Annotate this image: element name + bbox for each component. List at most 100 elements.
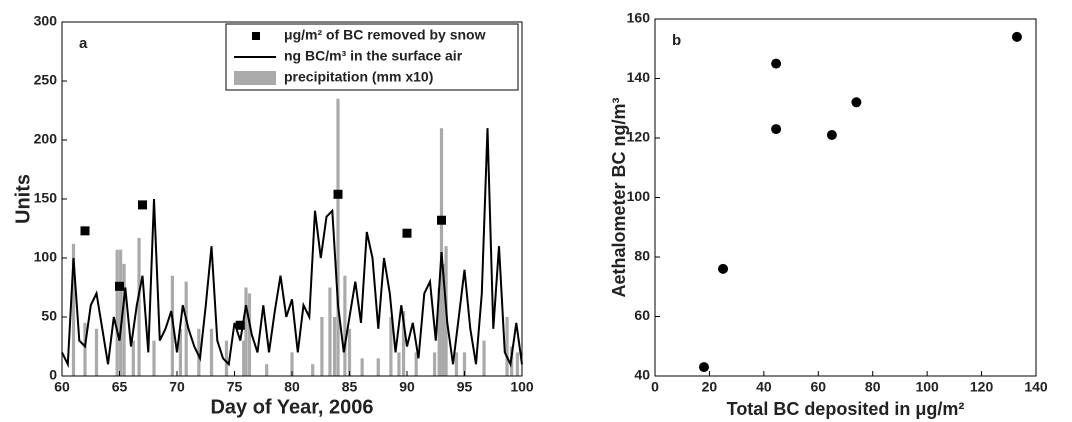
- precip-bar: [131, 340, 135, 376]
- y-axis-label: Aethalometer BC ng/m³: [609, 97, 629, 297]
- x-tick-label: 100: [915, 379, 939, 395]
- snow-marker: [115, 281, 124, 291]
- y-axis-label: Units: [12, 174, 34, 224]
- bc-line: [61, 128, 523, 369]
- precip-bar: [376, 358, 380, 376]
- y-tick-label: 0: [49, 367, 57, 383]
- precip-bar: [224, 340, 229, 376]
- x-tick-label: 95: [457, 379, 473, 395]
- precip-bar: [389, 317, 393, 376]
- y-tick-label: 160: [627, 10, 651, 26]
- point: [698, 362, 709, 373]
- precip-bar: [197, 328, 201, 376]
- legend-label: μg/m² of BC removed by snow: [284, 27, 486, 43]
- legend-swatch: [234, 71, 276, 85]
- point: [771, 58, 782, 69]
- precip-bar: [328, 287, 332, 376]
- precip-bar: [71, 243, 76, 376]
- precip-bar: [397, 352, 401, 376]
- precip-bar: [442, 263, 446, 376]
- precip-bar: [94, 328, 99, 376]
- point: [718, 263, 729, 274]
- precip-bar: [83, 322, 87, 376]
- precip-bar: [482, 340, 486, 376]
- y-tick-label: 80: [634, 248, 650, 264]
- precip-bar: [265, 364, 269, 376]
- precip-bar: [152, 340, 156, 376]
- x-tick-label: 80: [865, 379, 881, 395]
- precip-bar: [414, 352, 418, 376]
- precip-bar: [209, 328, 214, 376]
- precip-bar: [320, 317, 324, 376]
- precip-bar: [119, 249, 123, 376]
- x-tick-label: 120: [970, 379, 994, 395]
- snow-marker: [138, 200, 147, 210]
- panel-label: a: [79, 35, 88, 52]
- precip-bar: [343, 275, 347, 376]
- precip-bar: [290, 352, 294, 376]
- snow-marker: [333, 189, 343, 199]
- snow-marker: [80, 226, 90, 236]
- y-tick-label: 140: [627, 69, 651, 85]
- y-tick-label: 100: [627, 188, 651, 204]
- point: [771, 124, 782, 135]
- snow-marker: [402, 228, 412, 238]
- y-tick-label: 100: [34, 249, 58, 265]
- x-axis-label: Total BC deposited in μg/m²: [727, 399, 965, 419]
- precip-bar: [515, 352, 519, 376]
- precip-bar: [184, 281, 188, 376]
- precip-bar: [462, 352, 467, 376]
- x-tick-label: 0: [651, 379, 659, 395]
- legend-label: ng BC/m³ in the surface air: [284, 48, 463, 64]
- precip-bar: [122, 263, 126, 376]
- y-tick-label: 50: [41, 308, 57, 324]
- precip-bar: [244, 287, 248, 376]
- snow-marker: [437, 215, 446, 225]
- x-tick-label: 60: [54, 379, 70, 395]
- point: [826, 130, 837, 141]
- x-axis-label: Day of Year, 2006: [210, 396, 373, 418]
- legend-label: precipitation (mm x10): [284, 69, 433, 85]
- precip-bar: [454, 352, 459, 376]
- point: [1011, 31, 1022, 42]
- x-tick-label: 80: [284, 379, 300, 395]
- y-tick-label: 250: [34, 72, 58, 88]
- x-tick-label: 20: [702, 379, 718, 395]
- precip-bar: [115, 249, 119, 376]
- x-tick-label: 60: [810, 379, 826, 395]
- x-tick-label: 75: [227, 379, 243, 395]
- precip-bar: [347, 328, 352, 376]
- precip-bar: [401, 311, 406, 376]
- y-tick-label: 120: [627, 129, 651, 145]
- x-tick-label: 90: [399, 379, 415, 395]
- precip-bar: [242, 340, 246, 376]
- point: [851, 97, 862, 108]
- precip-bar: [433, 352, 437, 376]
- x-tick-label: 100: [510, 379, 534, 395]
- precip-bar: [360, 358, 364, 376]
- y-tick-label: 40: [634, 367, 650, 383]
- x-tick-label: 140: [1024, 379, 1048, 395]
- precip-bar: [247, 293, 252, 376]
- y-tick-label: 150: [34, 190, 58, 206]
- y-tick-label: 60: [634, 307, 650, 323]
- y-tick-label: 200: [34, 131, 58, 147]
- x-tick-label: 85: [342, 379, 358, 395]
- x-tick-label: 65: [112, 379, 128, 395]
- snow-marker: [235, 320, 245, 330]
- precip-bar: [137, 237, 141, 376]
- precip-bar: [311, 364, 315, 376]
- x-tick-label: 40: [756, 379, 772, 395]
- precip-bar: [178, 328, 183, 376]
- precip-bar: [437, 287, 441, 376]
- legend: μg/m² of BC removed by snow ng BC/m³ in t…: [225, 23, 519, 91]
- precip-bar: [505, 317, 509, 376]
- y-tick-label: 300: [34, 13, 58, 29]
- panel-label: b: [672, 32, 681, 49]
- precip-bar: [336, 98, 340, 376]
- legend-swatch: [252, 32, 260, 40]
- plot-frame: [654, 18, 1037, 377]
- x-tick-label: 70: [169, 379, 185, 395]
- precip-bar: [332, 317, 337, 376]
